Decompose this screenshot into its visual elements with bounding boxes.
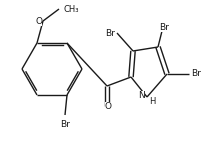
Text: O: O bbox=[35, 17, 42, 25]
Text: CH₃: CH₃ bbox=[63, 4, 79, 14]
Text: Br: Br bbox=[191, 70, 201, 78]
Text: Br: Br bbox=[105, 29, 115, 38]
Text: Br: Br bbox=[60, 120, 70, 129]
Text: H: H bbox=[149, 97, 155, 106]
Text: O: O bbox=[105, 102, 112, 111]
Text: N: N bbox=[138, 91, 145, 100]
Text: Br: Br bbox=[159, 23, 169, 32]
